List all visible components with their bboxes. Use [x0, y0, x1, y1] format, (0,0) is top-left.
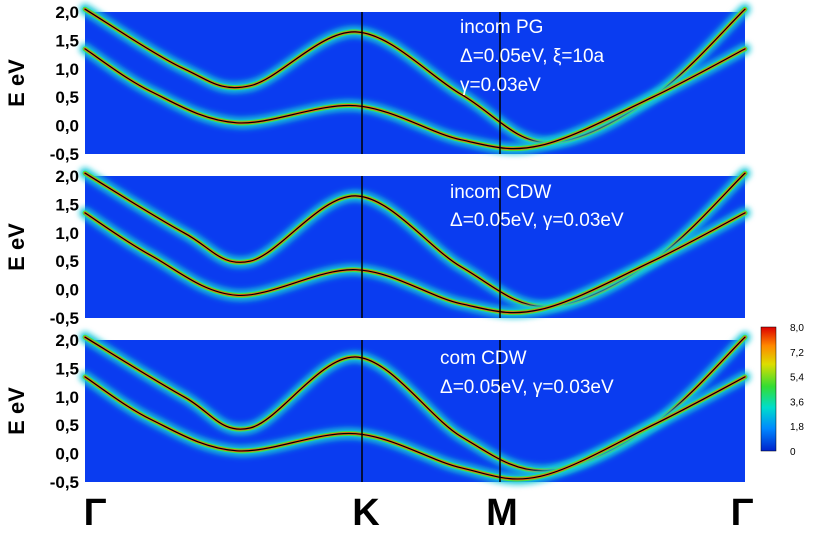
band-layer: [79, 331, 751, 485]
panel-incom-pg: -0,5 0,0 0,5 1,0 1,5 2,0 E eV incom PG Δ=0.05…: [4, 3, 751, 164]
y-tick-label: 0,0: [55, 445, 79, 464]
colorbar-tick-label: 3,6: [790, 397, 804, 408]
colorbar-tick-label: 5,4: [790, 373, 804, 384]
y-tick-label: 1,0: [55, 388, 79, 407]
panel-com-cdw: -0,5 0,0 0,5 1,0 1,5 2,0 E eV com CDW Δ=0.05e…: [4, 331, 751, 492]
band-2-stroke-4: [84, 212, 746, 314]
y-tick-label: 0,5: [55, 416, 79, 435]
y-tick-group: -0,5 0,0 0,5 1,0 1,5 2,0: [50, 167, 79, 328]
annotation-line-1: incom CDW: [450, 182, 551, 203]
annotation-line-1: incom PG: [460, 17, 543, 38]
colorbar-tick-group: 8,0 7,2 5,4 3,6 1,8 0: [790, 323, 804, 458]
colorbar-tick-label: 1,8: [790, 422, 804, 433]
plot-area: [85, 340, 745, 482]
annotation-line-1: com CDW: [440, 348, 527, 369]
band-2-stroke-4: [84, 376, 746, 480]
plot-area: [85, 12, 745, 154]
band-2-stroke-4: [84, 48, 746, 150]
band-layer: [79, 3, 751, 155]
y-tick-group: -0,5 0,0 0,5 1,0 1,5 2,0: [50, 3, 79, 164]
colorbar-tick-label: 7,2: [790, 348, 804, 359]
y-tick-label: 2,0: [55, 167, 79, 186]
x-tick-k: K: [352, 492, 380, 534]
colorbar: 8,0 7,2 5,4 3,6 1,8 0: [760, 323, 804, 458]
band-layer: [79, 167, 751, 319]
x-tick-gamma-end: Γ: [731, 492, 754, 534]
y-tick-label: 1,0: [55, 60, 79, 79]
y-tick-label: 2,0: [55, 3, 79, 22]
y-axis-label: E eV: [4, 223, 29, 271]
y-tick-label: 0,5: [55, 88, 79, 107]
panel-incom-cdw: -0,5 0,0 0,5 1,0 1,5 2,0 E eV incom CDW Δ=0.0…: [4, 167, 751, 328]
plot-area: [85, 176, 745, 318]
annotation-line-2: Δ=0.05eV, ξ=10a: [460, 46, 605, 67]
colorbar-tick-label: 0: [790, 447, 796, 458]
x-tick-m: M: [486, 492, 518, 534]
y-tick-group: -0,5 0,0 0,5 1,0 1,5 2,0: [50, 331, 79, 492]
y-tick-label: 1,5: [55, 31, 79, 50]
y-tick-label: -0,5: [50, 145, 79, 164]
y-tick-label: -0,5: [50, 473, 79, 492]
y-tick-label: 1,5: [55, 195, 79, 214]
y-tick-label: 1,5: [55, 359, 79, 378]
annotation-line-2: Δ=0.05eV, γ=0.03eV: [450, 210, 624, 231]
colorbar-gradient: [760, 326, 777, 452]
y-tick-label: 1,0: [55, 224, 79, 243]
annotation-line-2: Δ=0.05eV, γ=0.03eV: [440, 377, 614, 398]
y-axis-label: E eV: [4, 387, 29, 435]
x-tick-gamma-start: Γ: [84, 492, 107, 534]
annotation-line-3: γ=0.03eV: [460, 75, 541, 96]
y-tick-label: 2,0: [55, 331, 79, 350]
colorbar-tick-label: 8,0: [790, 323, 804, 334]
y-tick-label: 0,0: [55, 281, 79, 300]
y-axis-label: E eV: [4, 59, 29, 107]
y-tick-label: 0,0: [55, 117, 79, 136]
y-tick-label: -0,5: [50, 309, 79, 328]
y-tick-label: 0,5: [55, 252, 79, 271]
